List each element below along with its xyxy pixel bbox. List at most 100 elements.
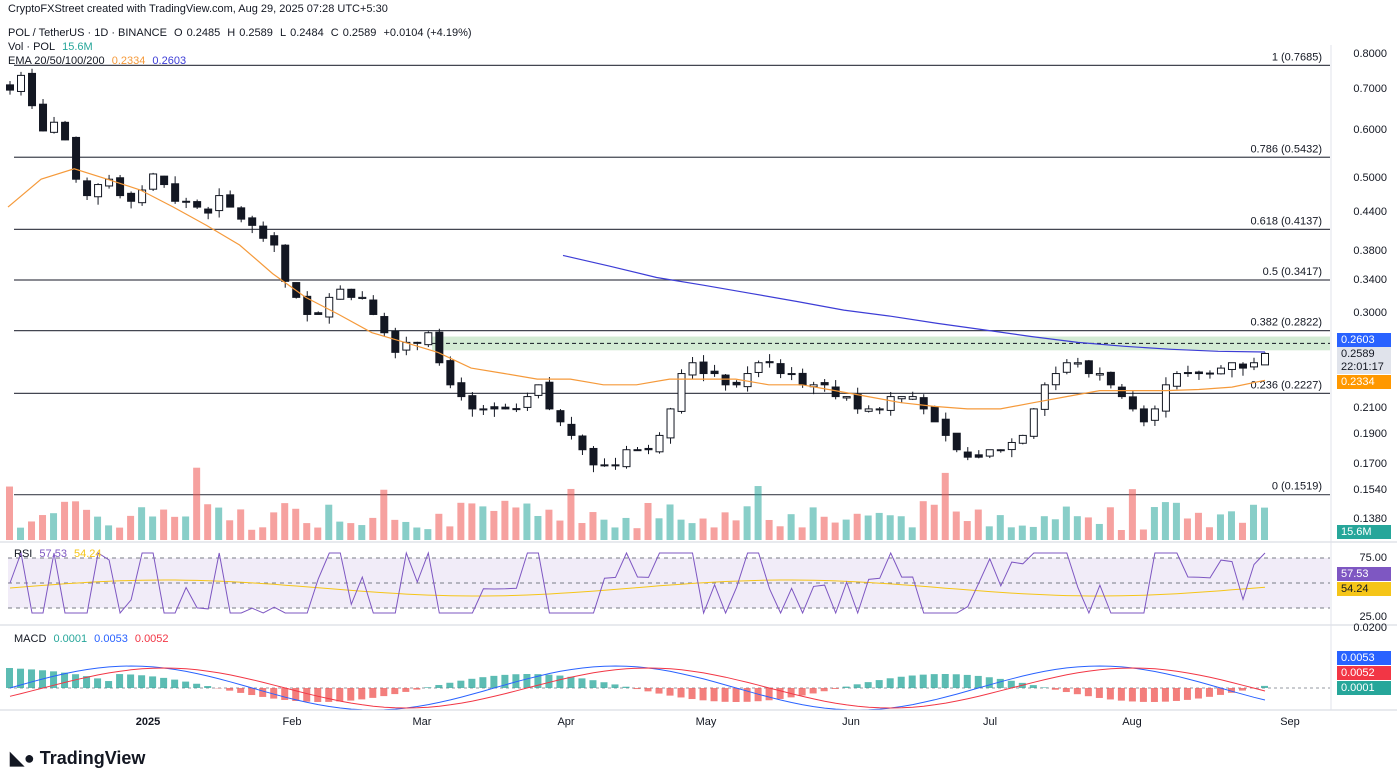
volume-bar (633, 528, 641, 540)
volume-bar (1062, 506, 1070, 540)
macd-hist-bar (160, 677, 168, 688)
candle-body (237, 207, 246, 220)
fibonacci-levels: 1 (0.7685) 0.786 (0.5432) 0.618 (0.4137) 0.… (14, 51, 1330, 496)
time-tick-label: Jun (842, 716, 860, 728)
volume-bar (875, 512, 883, 540)
macd-hist-bar (446, 682, 454, 688)
macd-hist-bar (402, 688, 410, 692)
macd-hist-bar (941, 674, 949, 688)
macd-hist-bar (1238, 688, 1246, 691)
macd-hist-bar (1139, 688, 1147, 702)
rsi-ma-tag: 54.24 (1337, 582, 1391, 596)
macd-hist-bar (237, 688, 245, 693)
macd-hist-bar (1205, 688, 1213, 697)
macd-hist-bar (204, 686, 212, 688)
ema-50-line (7, 168, 1266, 410)
rsi-tick-label: 25.00 (1359, 611, 1387, 623)
volume-bar (688, 523, 696, 540)
macd-hist-bar (457, 680, 465, 688)
volume-bar (1216, 514, 1224, 540)
volume-bar (127, 515, 135, 540)
macd-hist-bar (1106, 688, 1114, 700)
macd-hist-bar (534, 674, 542, 688)
macd-hist-bar (347, 688, 355, 701)
volume-tag: 15.6M (1337, 525, 1391, 539)
high-value: 0.2589 (239, 27, 273, 39)
volume-bar (490, 510, 498, 540)
volume-bar (28, 521, 36, 540)
candle-body (50, 121, 59, 133)
ema-legend: EMA 20/50/100/200 0.2334 0.2603 (8, 55, 190, 67)
candle-body (589, 447, 598, 466)
volume-value: 15.6M (62, 41, 93, 53)
candle-body (446, 360, 455, 386)
macd-hist-bar (138, 675, 146, 688)
macd-hist-bar (842, 686, 850, 688)
macd-hist-bar (622, 686, 630, 688)
volume-bar (754, 486, 762, 540)
candle-body (270, 235, 279, 246)
macd-hist-bar (1227, 688, 1235, 693)
macd-hist-bar (83, 676, 91, 688)
volume-bar (765, 519, 773, 540)
macd-hist-bar (545, 674, 553, 688)
volume-bar (853, 513, 861, 540)
candle-body (6, 84, 14, 91)
price-tick-label: 0.1900 (1353, 428, 1387, 441)
rsi-value: 57.53 (39, 548, 67, 560)
volume-bar (1238, 522, 1246, 540)
volume-bar (534, 515, 542, 540)
macd-hist-bar (908, 675, 916, 688)
macd-hist-bar (589, 680, 597, 688)
macd-signal-value: 0.0052 (134, 633, 169, 645)
candle-body (248, 217, 257, 226)
macd-hist-bar (985, 677, 993, 688)
candle-body (1139, 408, 1148, 423)
macd-hist-bar (259, 688, 267, 697)
fib-label: 0.236 (0.2227) (1250, 379, 1322, 391)
volume-bar (94, 516, 102, 540)
volume-bar (1128, 489, 1136, 540)
ema-orange-value: 0.2334 (111, 55, 146, 67)
candle-body (644, 447, 653, 451)
macd-hist-bar (875, 680, 883, 688)
volume-bar (149, 516, 157, 540)
candle-body (1007, 441, 1016, 451)
macd-hist-bar (1172, 688, 1180, 701)
candle-body (28, 72, 37, 107)
rsi-tick-label: 75.00 (1359, 552, 1387, 564)
macd-line-tag: 0.0053 (1337, 651, 1391, 665)
volume-bar (732, 520, 740, 540)
volume-bar (556, 520, 564, 540)
macd-hist-bar (666, 688, 674, 696)
volume-bar (1029, 526, 1037, 540)
candle-body (996, 449, 1005, 452)
price-tick-label: 0.1540 (1353, 484, 1387, 497)
macd-hist-bar (325, 688, 333, 702)
macd-hist-bar (1194, 688, 1202, 699)
macd-hist-bar (820, 688, 828, 692)
candle-body (798, 372, 807, 386)
macd-legend: MACD 0.0001 0.0053 0.0052 (14, 633, 169, 645)
volume-bar (281, 503, 289, 540)
volume-bar (105, 525, 113, 540)
candle-body (1150, 408, 1159, 421)
candle-body (1249, 362, 1258, 368)
macd-hist-bar (1040, 687, 1048, 688)
volume-bar (974, 509, 982, 540)
macd-hist-bar (677, 688, 685, 698)
volume-bar (314, 527, 322, 540)
macd-hist-bar (688, 688, 696, 700)
macd-hist-bar (424, 687, 432, 688)
candle-body (1216, 367, 1225, 375)
volume-bar (589, 512, 597, 540)
volume-bar (1172, 502, 1180, 540)
volume-bar (842, 519, 850, 540)
macd-hist-bar (776, 688, 784, 699)
volume-bar (424, 529, 432, 540)
macd-hist-bar (50, 671, 58, 688)
candle-body (699, 361, 708, 375)
candle-body (710, 370, 719, 375)
candle-body (743, 373, 752, 388)
